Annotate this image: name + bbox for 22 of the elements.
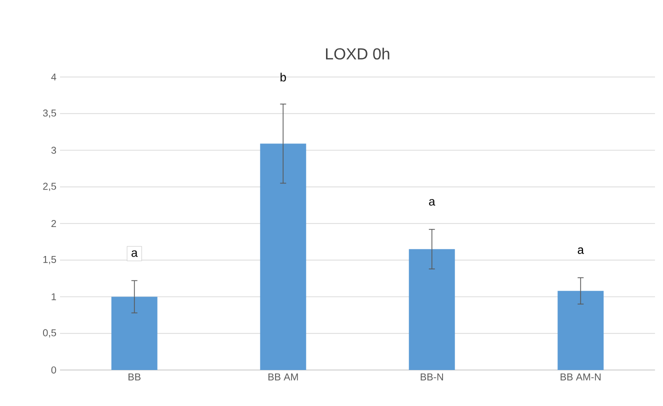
- y-tick-label: 0: [51, 366, 56, 374]
- y-tick-label: 1,5: [43, 256, 56, 264]
- x-tick-label: BB-N: [420, 374, 443, 380]
- y-tick-label: 4: [51, 74, 56, 80]
- y-tick-label: 1: [52, 293, 56, 300]
- chart-title: LOXD 0h: [326, 48, 390, 60]
- y-tick-label: 0,5: [43, 329, 56, 338]
- annotation: a: [578, 247, 584, 254]
- annotation: b: [280, 72, 286, 82]
- y-tick-label: 3,5: [43, 110, 56, 118]
- bar: [111, 296, 158, 370]
- x-tick-label: BB AM: [268, 374, 298, 380]
- bar: [408, 249, 455, 370]
- x-tick-label: BB AM-N: [560, 374, 601, 380]
- bar: [558, 290, 604, 370]
- x-tick-label: BB: [128, 374, 140, 380]
- annotation: a: [132, 250, 138, 257]
- y-tick-label: 3: [51, 146, 56, 154]
- y-tick-label: 2,5: [43, 182, 56, 191]
- annotation: a: [429, 199, 436, 206]
- y-tick-label: 2: [51, 220, 56, 227]
- bar: [260, 144, 306, 370]
